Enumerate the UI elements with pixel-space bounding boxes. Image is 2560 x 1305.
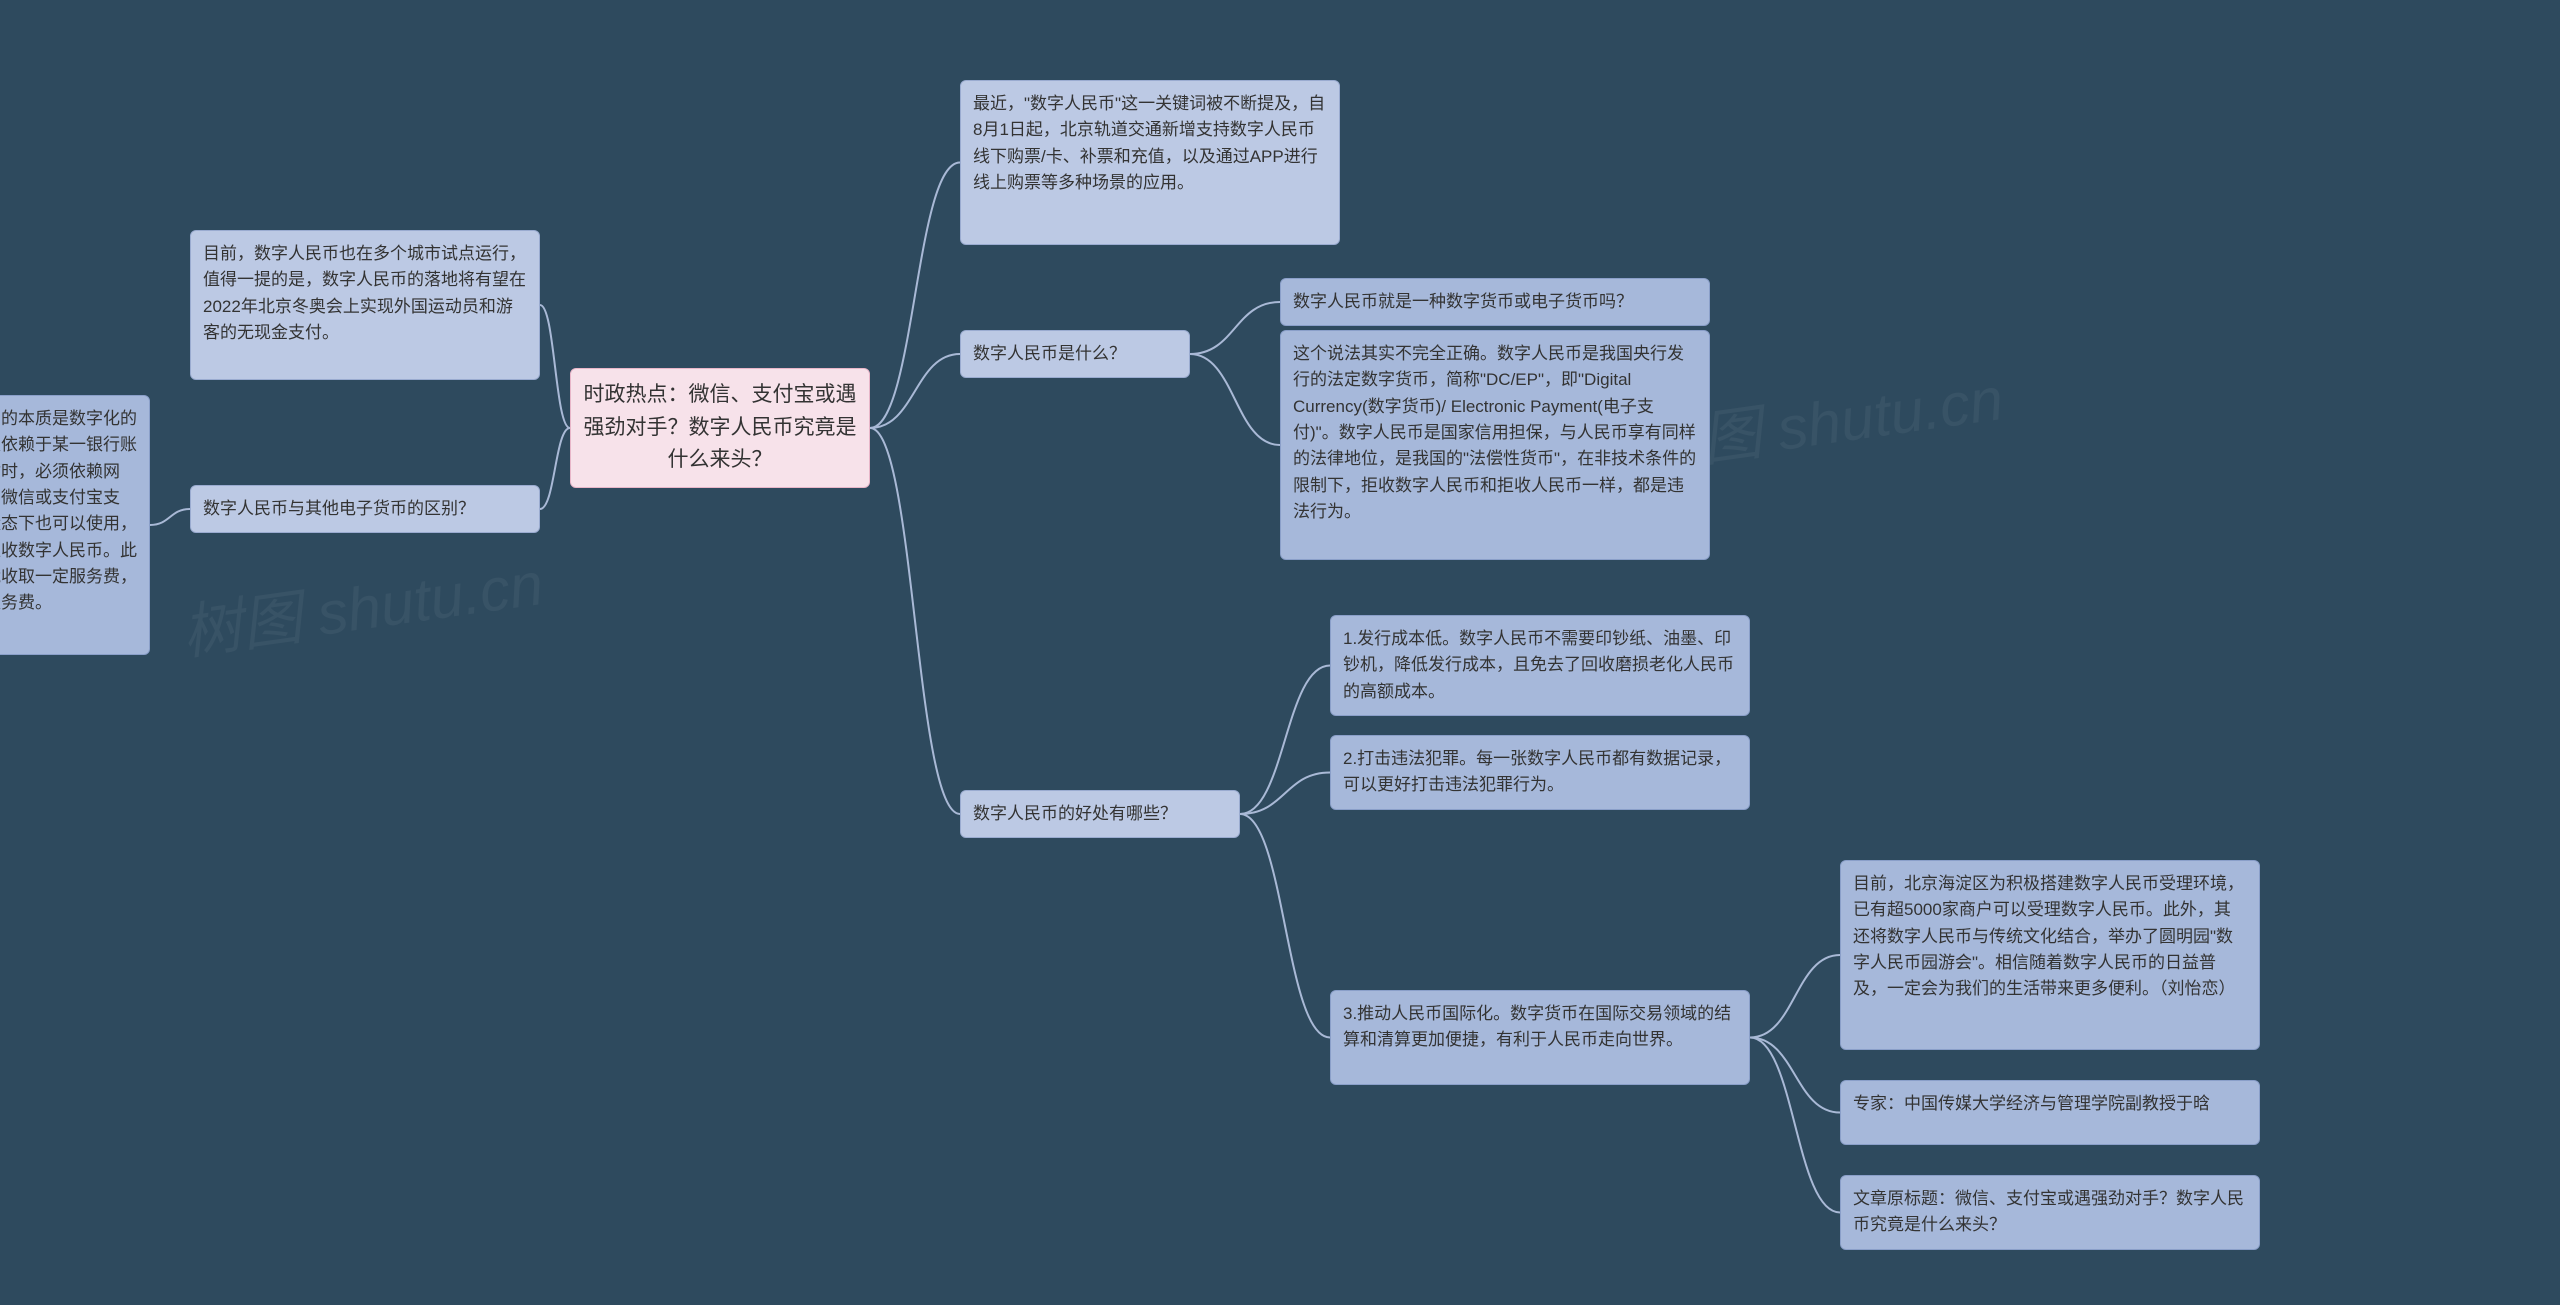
leaf-difference-detail[interactable]: 支付宝、微信钱包中的电子货币的本质是数字化的存款货币，它的每一笔支付必须依赖于某… <box>0 395 150 655</box>
leaf-benefit-3c[interactable]: 文章原标题：微信、支付宝或遇强劲对手？数字人民币究竟是什么来头？ <box>1840 1175 2260 1250</box>
branch-what-is[interactable]: 数字人民币是什么？ <box>960 330 1190 378</box>
branch-difference[interactable]: 数字人民币与其他电子货币的区别？ <box>190 485 540 533</box>
leaf-what-question[interactable]: 数字人民币就是一种数字货币或电子货币吗？ <box>1280 278 1710 326</box>
watermark-1: 树图 shutu.cn <box>176 535 548 672</box>
leaf-what-answer[interactable]: 这个说法其实不完全正确。数字人民币是我国央行发行的法定数字货币，简称"DC/EP… <box>1280 330 1710 560</box>
leaf-benefit-1[interactable]: 1.发行成本低。数字人民币不需要印钞纸、油墨、印钞机，降低发行成本，且免去了回收… <box>1330 615 1750 716</box>
leaf-benefit-2[interactable]: 2.打击违法犯罪。每一张数字人民币都有数据记录，可以更好打击违法犯罪行为。 <box>1330 735 1750 810</box>
leaf-benefit-3[interactable]: 3.推动人民币国际化。数字货币在国际交易领域的结算和清算更加便捷，有利于人民币走… <box>1330 990 1750 1085</box>
branch-pilot[interactable]: 目前，数字人民币也在多个城市试点运行，值得一提的是，数字人民币的落地将有望在20… <box>190 230 540 380</box>
leaf-benefit-3b[interactable]: 专家：中国传媒大学经济与管理学院副教授于晗 <box>1840 1080 2260 1145</box>
branch-intro[interactable]: 最近，"数字人民币"这一关键词被不断提及，自8月1日起，北京轨道交通新增支持数字… <box>960 80 1340 245</box>
leaf-benefit-3a[interactable]: 目前，北京海淀区为积极搭建数字人民币受理环境，已有超5000家商户可以受理数字人… <box>1840 860 2260 1050</box>
branch-benefits[interactable]: 数字人民币的好处有哪些？ <box>960 790 1240 838</box>
root-node[interactable]: 时政热点：微信、支付宝或遇强劲对手？数字人民币究竟是什么来头？ <box>570 368 870 488</box>
